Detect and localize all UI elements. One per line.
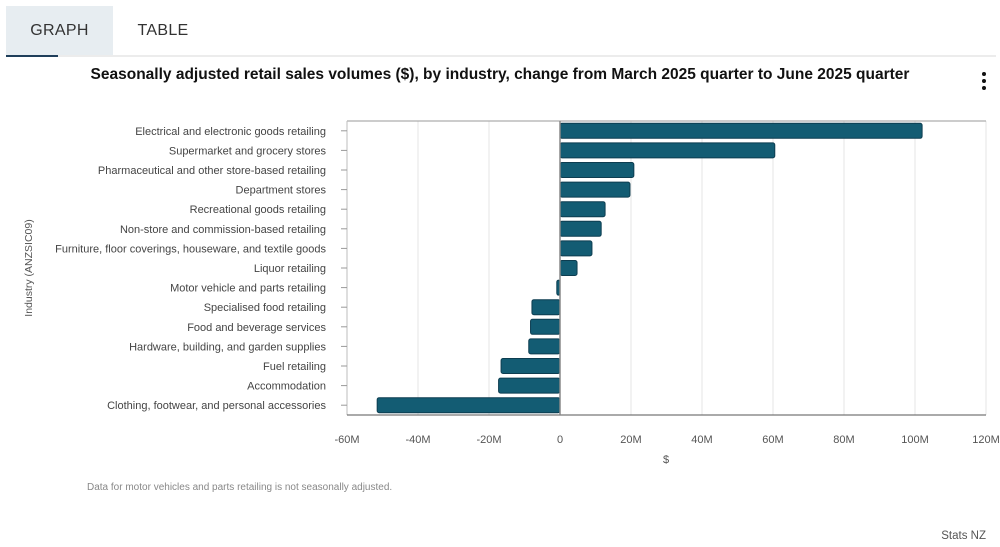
category-label: Food and beverage services xyxy=(187,322,326,334)
x-tick-labels: -60M -40M -20M 0 20M 40M 60M 80M 100M 120M xyxy=(334,434,999,446)
category-labels: Electrical and electronic goods retailin… xyxy=(55,126,347,412)
category-label: Liquor retailing xyxy=(254,263,326,275)
x-tick-label: -40M xyxy=(405,434,430,446)
x-tick-label: 60M xyxy=(762,434,783,446)
bar xyxy=(531,299,561,316)
x-tick-label: 80M xyxy=(833,434,854,446)
x-axis-label: $ xyxy=(663,454,669,466)
bar xyxy=(500,358,561,374)
category-label: Recreational goods retailing xyxy=(190,204,326,216)
y-axis-label: Industry (ANZSIC09) xyxy=(23,219,35,316)
bar xyxy=(498,377,561,394)
view-tabs: GRAPH TABLE xyxy=(6,6,1000,57)
x-tick-label: 0 xyxy=(557,434,563,446)
bar xyxy=(559,122,923,139)
bar xyxy=(559,260,578,276)
bar xyxy=(559,220,602,237)
category-label: Department stores xyxy=(236,185,327,197)
category-label: Furniture, floor coverings, houseware, a… xyxy=(55,243,326,255)
bar xyxy=(528,338,561,355)
bar xyxy=(559,201,606,218)
category-label: Clothing, footwear, and personal accesso… xyxy=(107,400,326,412)
category-label: Non-store and commission-based retailing xyxy=(120,224,326,236)
gridlines xyxy=(346,120,987,416)
x-tick-label: 120M xyxy=(972,434,1000,446)
bar xyxy=(559,162,635,178)
tab-divider xyxy=(58,55,996,57)
category-label: Motor vehicle and parts retailing xyxy=(170,283,326,295)
tab-table[interactable]: TABLE xyxy=(137,22,189,39)
category-label: Pharmaceutical and other store-based ret… xyxy=(98,165,326,177)
x-tick-label: 100M xyxy=(901,434,929,446)
kebab-vertical-icon[interactable] xyxy=(976,70,992,92)
x-tick-label: -60M xyxy=(334,434,359,446)
bar xyxy=(376,397,561,414)
x-tick-label: 40M xyxy=(691,434,712,446)
category-label: Accommodation xyxy=(247,381,326,393)
source-credit: Stats NZ xyxy=(941,530,986,542)
x-tick-label: 20M xyxy=(620,434,641,446)
category-label: Electrical and electronic goods retailin… xyxy=(135,126,326,138)
bars xyxy=(376,121,923,415)
bar xyxy=(530,318,561,335)
category-label: Fuel retailing xyxy=(263,361,326,373)
category-label: Supermarket and grocery stores xyxy=(169,145,327,157)
bar xyxy=(559,181,631,198)
bar xyxy=(559,142,776,159)
x-tick-label: -20M xyxy=(476,434,501,446)
bar xyxy=(559,240,593,257)
category-label: Hardware, building, and garden supplies xyxy=(129,341,326,353)
chart-title: Seasonally adjusted retail sales volumes… xyxy=(90,66,910,83)
category-label: Specialised food retailing xyxy=(204,302,326,314)
footnote: Data for motor vehicles and parts retail… xyxy=(87,482,393,493)
